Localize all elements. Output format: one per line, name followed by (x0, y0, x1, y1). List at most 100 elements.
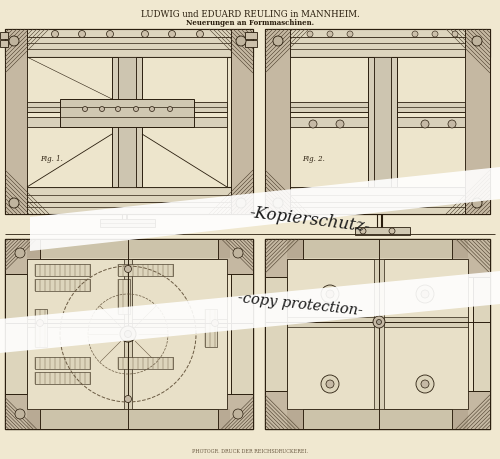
Bar (35, 280, 90, 291)
Bar (473, 240, 490, 429)
Bar (27, 58, 227, 188)
Circle shape (100, 107, 104, 112)
Bar (5, 30, 253, 214)
Circle shape (472, 37, 482, 47)
Circle shape (326, 380, 334, 388)
Circle shape (421, 121, 429, 129)
Text: PHOTOGR. DRUCK DER REICHSDRUCKEREI.: PHOTOGR. DRUCK DER REICHSDRUCKEREI. (192, 448, 308, 453)
Bar (290, 58, 465, 188)
Circle shape (416, 285, 434, 303)
Bar (368, 58, 397, 188)
Circle shape (196, 31, 203, 39)
Bar (205, 309, 217, 347)
Bar (265, 409, 490, 429)
Bar (27, 118, 227, 128)
Text: Neuerungen an Formmaschinen.: Neuerungen an Formmaschinen. (186, 19, 314, 27)
Circle shape (236, 199, 246, 208)
Bar (265, 240, 490, 259)
Polygon shape (0, 271, 500, 353)
Circle shape (15, 409, 25, 419)
Circle shape (168, 107, 172, 112)
Bar (5, 240, 253, 259)
Circle shape (327, 32, 333, 38)
Text: Fig. 1.: Fig. 1. (40, 155, 63, 162)
Bar (27, 103, 227, 113)
Circle shape (15, 248, 25, 258)
Bar (35, 264, 90, 276)
Bar (245, 33, 257, 40)
Circle shape (124, 331, 132, 338)
Circle shape (142, 31, 148, 39)
Circle shape (336, 121, 344, 129)
Bar (5, 240, 40, 274)
Circle shape (233, 409, 243, 419)
Circle shape (412, 32, 418, 38)
Bar (287, 259, 468, 409)
Circle shape (124, 266, 132, 273)
Circle shape (168, 31, 175, 39)
Bar (0, 33, 8, 40)
Circle shape (389, 229, 395, 235)
Bar (465, 30, 490, 214)
Bar (265, 240, 303, 277)
Bar (124, 259, 132, 409)
Bar (112, 58, 142, 188)
Bar (218, 394, 253, 429)
Circle shape (432, 32, 438, 38)
Bar (265, 30, 490, 58)
Polygon shape (30, 168, 500, 252)
Bar (118, 357, 173, 369)
Circle shape (120, 326, 136, 342)
Bar (0, 41, 8, 48)
Circle shape (36, 320, 44, 327)
Bar (245, 41, 257, 48)
Bar (5, 188, 253, 214)
Bar (355, 228, 410, 235)
Text: Fig. 2.: Fig. 2. (302, 155, 325, 162)
Bar (118, 264, 173, 276)
Bar (60, 100, 194, 128)
Circle shape (376, 320, 382, 325)
Text: -copy protection-: -copy protection- (236, 291, 364, 318)
Circle shape (307, 32, 313, 38)
Bar (287, 317, 468, 327)
Bar (118, 280, 130, 314)
Bar (231, 30, 253, 214)
Bar (118, 58, 136, 188)
Bar (265, 240, 490, 429)
Circle shape (134, 107, 138, 112)
Bar (265, 391, 303, 429)
Circle shape (309, 121, 317, 129)
Circle shape (273, 37, 283, 47)
Circle shape (273, 199, 283, 208)
Bar (290, 103, 465, 113)
Circle shape (106, 31, 114, 39)
Bar (5, 394, 40, 429)
Circle shape (82, 107, 87, 112)
Bar (265, 30, 290, 214)
Circle shape (124, 396, 132, 403)
Bar (5, 240, 27, 429)
Circle shape (347, 32, 353, 38)
Circle shape (421, 291, 429, 298)
Bar (452, 391, 490, 429)
Bar (5, 30, 253, 58)
Bar (290, 118, 465, 128)
Bar (218, 240, 253, 274)
Circle shape (116, 107, 120, 112)
Circle shape (421, 380, 429, 388)
Circle shape (373, 316, 385, 328)
Bar (265, 30, 490, 214)
Circle shape (360, 229, 366, 235)
Text: LUDWIG und EDUARD REULING in MANNHEIM.: LUDWIG und EDUARD REULING in MANNHEIM. (140, 10, 360, 19)
Bar (35, 309, 47, 347)
Bar (27, 259, 227, 409)
Circle shape (52, 31, 59, 39)
Circle shape (212, 320, 218, 327)
Circle shape (150, 107, 154, 112)
Bar (27, 319, 227, 327)
Bar (35, 372, 90, 384)
Circle shape (321, 375, 339, 393)
Circle shape (326, 291, 334, 298)
Bar (452, 240, 490, 277)
